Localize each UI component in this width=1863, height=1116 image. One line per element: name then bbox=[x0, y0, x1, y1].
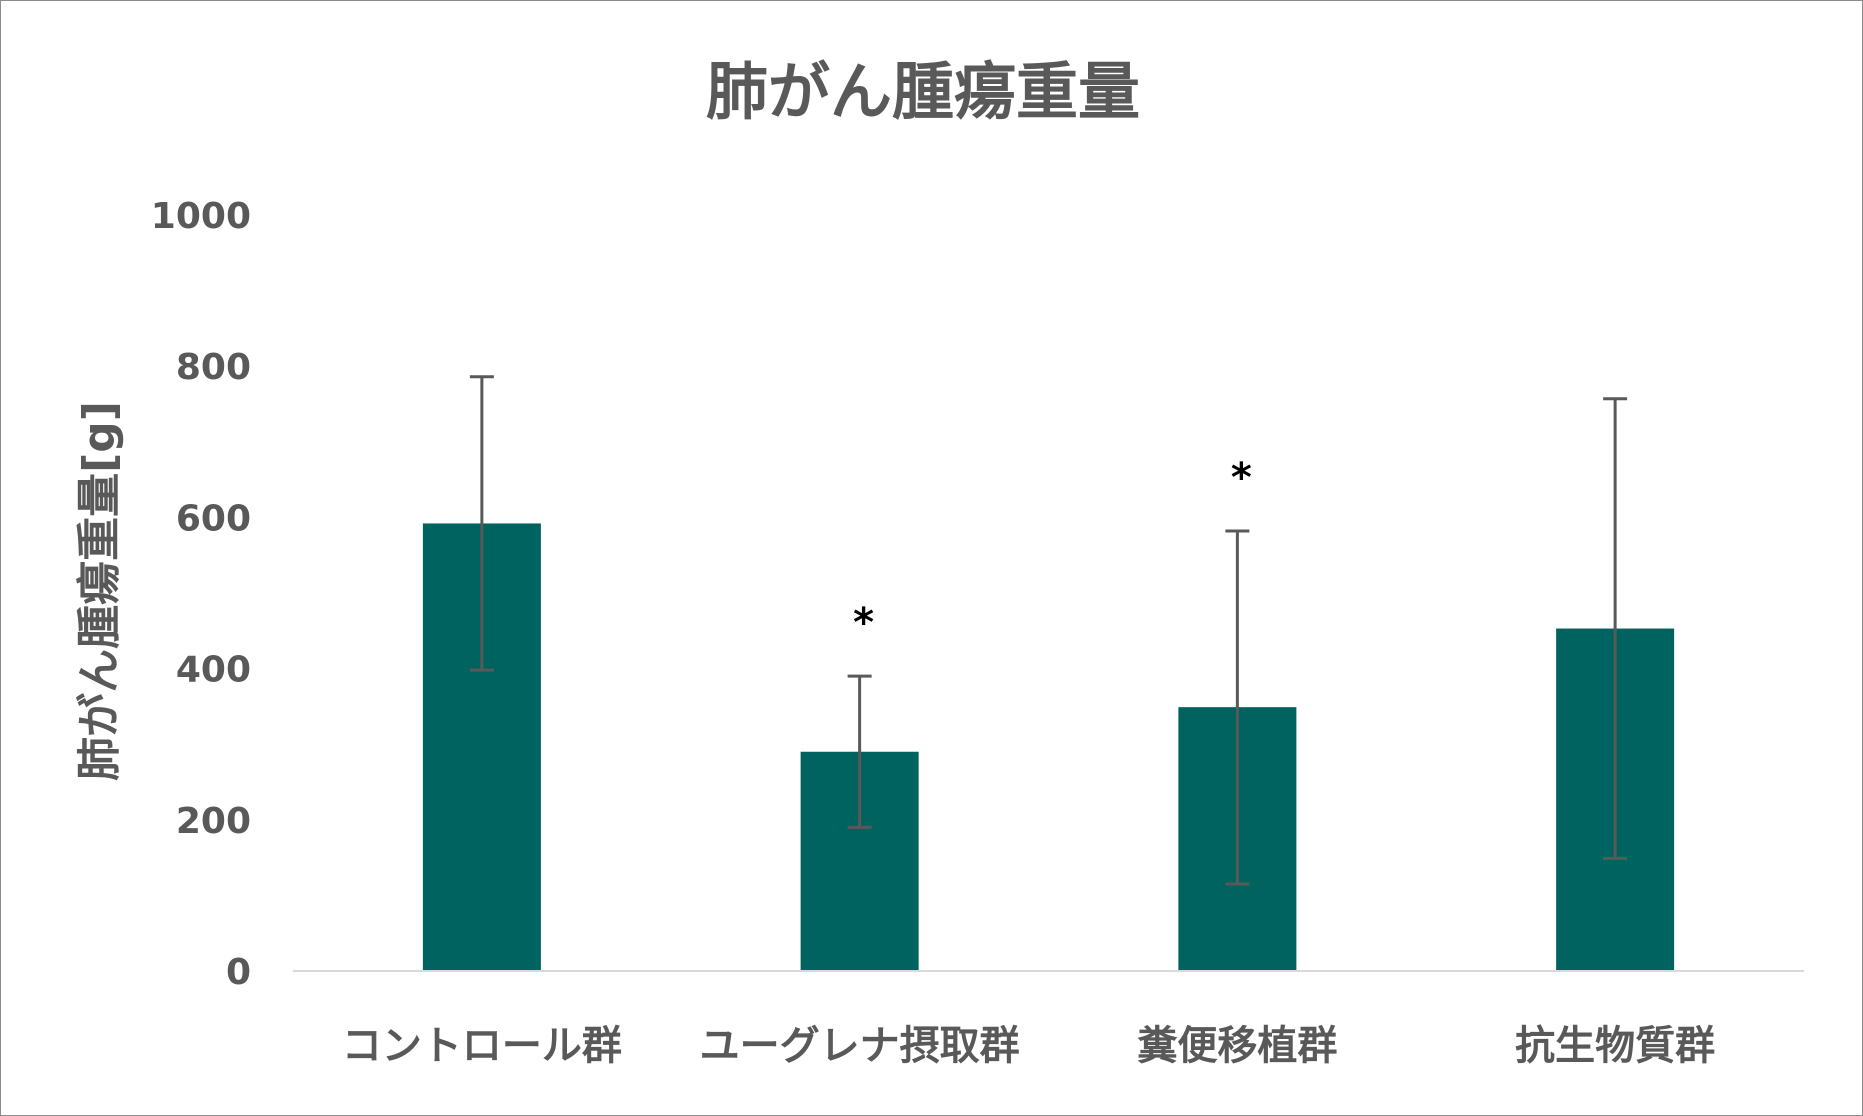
x-axis-ticks: コントロール群 ユーグレナ摂取群 糞便移植群 抗生物質群 bbox=[342, 1023, 1715, 1069]
y-axis-label: 肺がん腫瘍重量[g] bbox=[74, 401, 125, 781]
y-tick-label: 200 bbox=[176, 801, 251, 842]
x-tick-label: コントロール群 bbox=[342, 1023, 622, 1069]
y-tick-label: 600 bbox=[176, 498, 251, 539]
x-tick-label: 抗生物質群 bbox=[1515, 1023, 1715, 1069]
y-tick-label: 1000 bbox=[151, 196, 251, 237]
significance-marker: * bbox=[853, 600, 874, 646]
significance-markers: ** bbox=[853, 455, 1252, 646]
significance-marker: * bbox=[1231, 455, 1252, 501]
error-bars bbox=[469, 375, 1628, 886]
bars bbox=[422, 523, 1675, 971]
y-tick-label: 400 bbox=[176, 650, 251, 691]
y-tick-label: 800 bbox=[176, 347, 251, 388]
chart-title: 肺がん腫瘍重量 bbox=[706, 55, 1140, 128]
y-axis-ticks: 0 200 400 600 800 1000 bbox=[151, 196, 251, 993]
y-tick-label: 0 bbox=[226, 952, 251, 993]
x-tick-label: ユーグレナ摂取群 bbox=[700, 1023, 1020, 1069]
x-tick-label: 糞便移植群 bbox=[1137, 1023, 1337, 1069]
